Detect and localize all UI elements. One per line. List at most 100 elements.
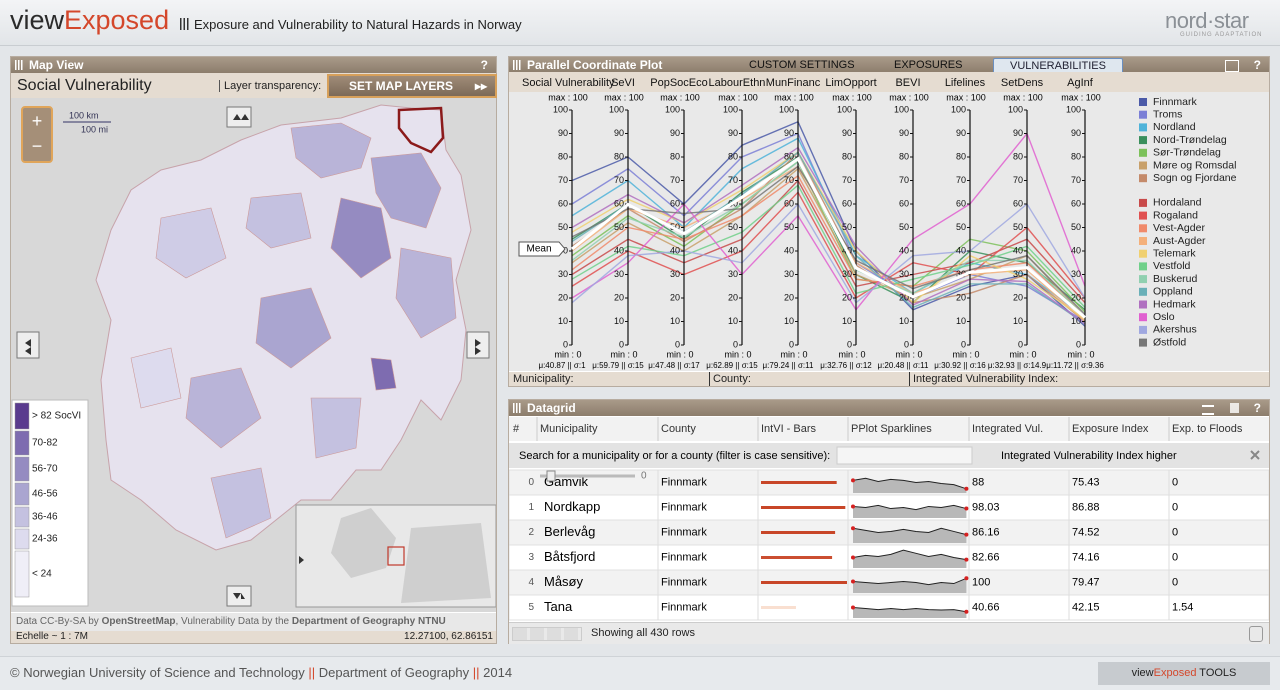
tick-label: 30 bbox=[1013, 269, 1023, 279]
tools-button[interactable]: viewExposed TOOLS bbox=[1098, 662, 1270, 685]
exp-floods: 0 bbox=[1172, 576, 1178, 588]
swap-icon[interactable] bbox=[1202, 405, 1214, 415]
column-header[interactable]: PPlot Sparklines bbox=[851, 423, 932, 435]
tab[interactable]: CUSTOM SETTINGS bbox=[749, 59, 855, 71]
legend-swatch bbox=[1139, 136, 1147, 145]
tick-label: 0 bbox=[1076, 339, 1081, 349]
axis-name: Social Vulnerability bbox=[522, 77, 615, 89]
brand-exposed: Exposed bbox=[64, 5, 170, 35]
tick-label: 60 bbox=[956, 198, 966, 208]
tick-label: 10 bbox=[558, 316, 568, 326]
column-header[interactable]: Integrated Vul. bbox=[972, 423, 1043, 435]
attr-dept[interactable]: Department of Geography NTNU bbox=[291, 616, 446, 627]
tools-label: TOOLS bbox=[1199, 667, 1237, 679]
region bbox=[210, 467, 272, 539]
open-icon[interactable] bbox=[1225, 60, 1239, 72]
set-layers-label[interactable]: SET MAP LAYERS bbox=[349, 79, 454, 93]
tick-label: 90 bbox=[728, 128, 738, 138]
clear-filter[interactable] bbox=[1250, 450, 1260, 460]
zoom-in[interactable]: + bbox=[32, 111, 43, 131]
legend-swatch bbox=[14, 456, 30, 482]
county: Finnmark bbox=[661, 526, 707, 538]
axis-stats: μ:32.93 || σ:14.9 bbox=[988, 361, 1047, 370]
integrated-vul: 98.03 bbox=[972, 501, 1000, 513]
tick-label: 40 bbox=[1013, 245, 1023, 255]
region bbox=[130, 347, 182, 409]
sparkline-dot bbox=[851, 504, 855, 509]
tick-label: 50 bbox=[842, 222, 852, 232]
tick-label: 10 bbox=[784, 316, 794, 326]
tick-label: 70 bbox=[784, 175, 794, 185]
column-header[interactable]: # bbox=[513, 423, 520, 435]
attr-osm[interactable]: OpenStreetMap bbox=[101, 616, 176, 627]
set-layers-button[interactable]: SET MAP LAYERS ▸▸ bbox=[327, 74, 497, 98]
axis-stats: μ:11.72 || σ:9.36 bbox=[1046, 361, 1104, 370]
page-footer bbox=[0, 656, 1280, 690]
tick-label: 30 bbox=[784, 269, 794, 279]
legend-swatch bbox=[1139, 198, 1147, 207]
tick-label: 0 bbox=[1018, 339, 1023, 349]
tick-label: 50 bbox=[728, 222, 738, 232]
help-button[interactable]: ? bbox=[480, 58, 488, 72]
delete-icon[interactable] bbox=[1230, 403, 1239, 413]
brand-view: view bbox=[10, 5, 65, 35]
mean-line bbox=[571, 156, 1086, 319]
legend-label: Rogaland bbox=[1153, 209, 1198, 221]
map[interactable]: 100 km 100 mi + − > 82 SocVI 70-82 56-70 46… bbox=[11, 98, 496, 612]
axis-stats: μ:62.89 || σ:15 bbox=[706, 361, 758, 370]
axis-name: SetDens bbox=[1001, 77, 1044, 89]
map-scale: Echelle ~ 1 : 7M bbox=[16, 631, 88, 642]
legend-swatch bbox=[14, 482, 30, 506]
overview-toggle[interactable] bbox=[299, 556, 304, 564]
help-button[interactable]: ? bbox=[1253, 58, 1261, 72]
pager-buttons[interactable] bbox=[512, 627, 582, 641]
selected-region[interactable] bbox=[397, 106, 445, 154]
axis-min: min : 0 bbox=[610, 349, 637, 359]
tick-label: 0 bbox=[961, 339, 966, 349]
region bbox=[310, 397, 362, 459]
filter-label: Integrated Vulnerability Index higher bbox=[1001, 450, 1177, 462]
attribution: Data CC-By-SA by OpenStreetMap, Vulnerab… bbox=[11, 613, 496, 631]
pan-left-icon bbox=[25, 339, 31, 355]
tick-label: 80 bbox=[1013, 151, 1023, 161]
grid-titlebar: Datagrid? bbox=[509, 400, 1269, 416]
legend-swatch bbox=[1139, 211, 1147, 220]
column-header[interactable]: Exp. to Floods bbox=[1172, 423, 1243, 435]
help-button[interactable]: ? bbox=[1253, 401, 1261, 415]
tick-label: 20 bbox=[670, 292, 680, 302]
search-input[interactable] bbox=[836, 446, 973, 465]
sparkline-dot bbox=[851, 579, 855, 584]
tick-label: 50 bbox=[899, 222, 909, 232]
integrated-vul: 88 bbox=[972, 476, 984, 488]
legend-label: Møre og Romsdal bbox=[1153, 159, 1236, 171]
legend-label: Nordland bbox=[1153, 121, 1196, 133]
tick-label: 90 bbox=[1071, 128, 1081, 138]
hint-icon[interactable] bbox=[1249, 626, 1263, 642]
grip bbox=[513, 60, 521, 70]
column-header[interactable]: Exposure Index bbox=[1072, 423, 1149, 435]
tick-label: 70 bbox=[1071, 175, 1081, 185]
legend-label: Sør-Trøndelag bbox=[1153, 147, 1221, 159]
pcp-footer: Municipality: County: Integrated Vulnerabi… bbox=[509, 372, 1269, 386]
tick-label: 90 bbox=[784, 128, 794, 138]
exposure-index: 86.88 bbox=[1072, 501, 1100, 513]
tick-label: 70 bbox=[614, 175, 624, 185]
county: Finnmark bbox=[661, 576, 707, 588]
tick-label: 20 bbox=[956, 292, 966, 302]
tick-label: 80 bbox=[956, 151, 966, 161]
tick-label: 60 bbox=[842, 198, 852, 208]
axis-max: max : 100 bbox=[660, 92, 700, 102]
column-header[interactable]: County bbox=[661, 423, 696, 435]
tab[interactable]: EXPOSURES bbox=[894, 59, 963, 71]
tick-label: 10 bbox=[1071, 316, 1081, 326]
tick-label: 0 bbox=[733, 339, 738, 349]
column-header[interactable]: IntVI - Bars bbox=[761, 423, 817, 435]
exposure-index: 75.43 bbox=[1072, 476, 1100, 488]
zoom-out[interactable]: − bbox=[32, 136, 43, 156]
series-line bbox=[571, 184, 1086, 308]
slider-knob[interactable] bbox=[546, 470, 556, 482]
legend-swatch bbox=[1139, 110, 1147, 119]
column-header[interactable]: Municipality bbox=[540, 423, 598, 435]
